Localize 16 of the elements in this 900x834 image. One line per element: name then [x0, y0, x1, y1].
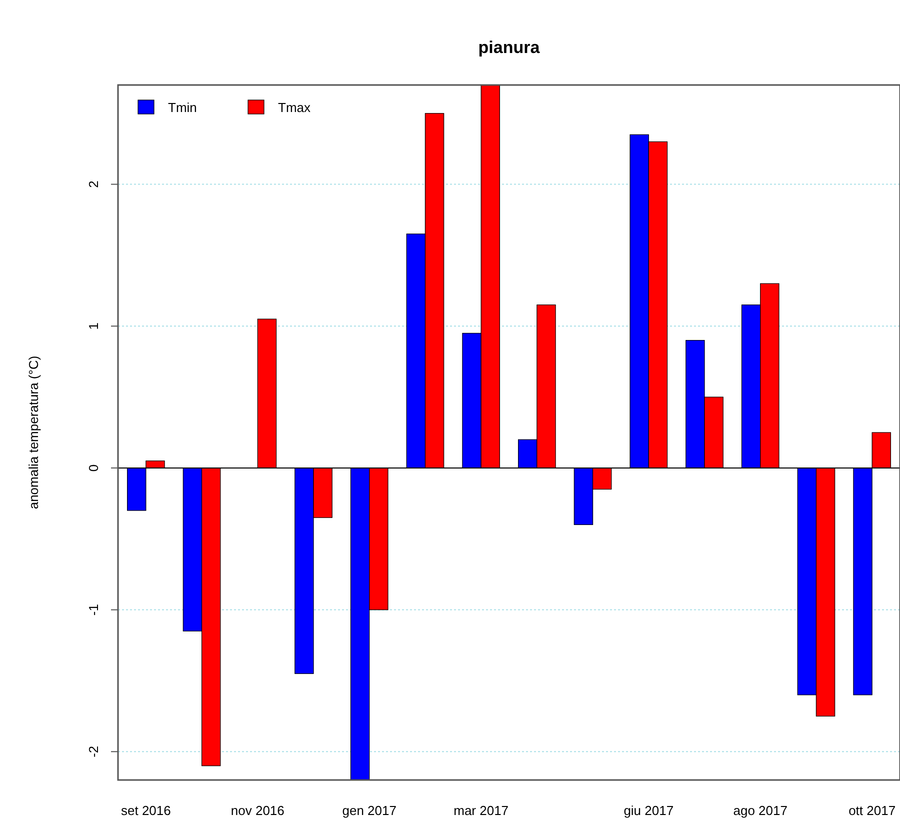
x-tick-label: ott 2017 [848, 803, 896, 818]
y-tick-label: 1 [86, 322, 101, 330]
legend-label: Tmin [168, 100, 197, 115]
x-tick-label: nov 2016 [230, 803, 284, 818]
x-tick-label: ago 2017 [733, 803, 788, 818]
x-tick-label: giu 2017 [624, 803, 674, 818]
x-tick-label: set 2016 [120, 803, 171, 818]
legend-label: Tmax [278, 100, 311, 115]
y-tick-label: 0 [86, 464, 101, 472]
x-tick-label: mar 2017 [454, 803, 509, 818]
chart-title: pianura [478, 38, 540, 57]
y-tick-label: 2 [86, 180, 101, 188]
x-tick-label: gen 2017 [342, 803, 396, 818]
y-tick-label: -2 [86, 746, 101, 758]
y-tick-label: -1 [86, 604, 101, 616]
y-axis-title: anomalia temperatura (°C) [26, 356, 41, 510]
